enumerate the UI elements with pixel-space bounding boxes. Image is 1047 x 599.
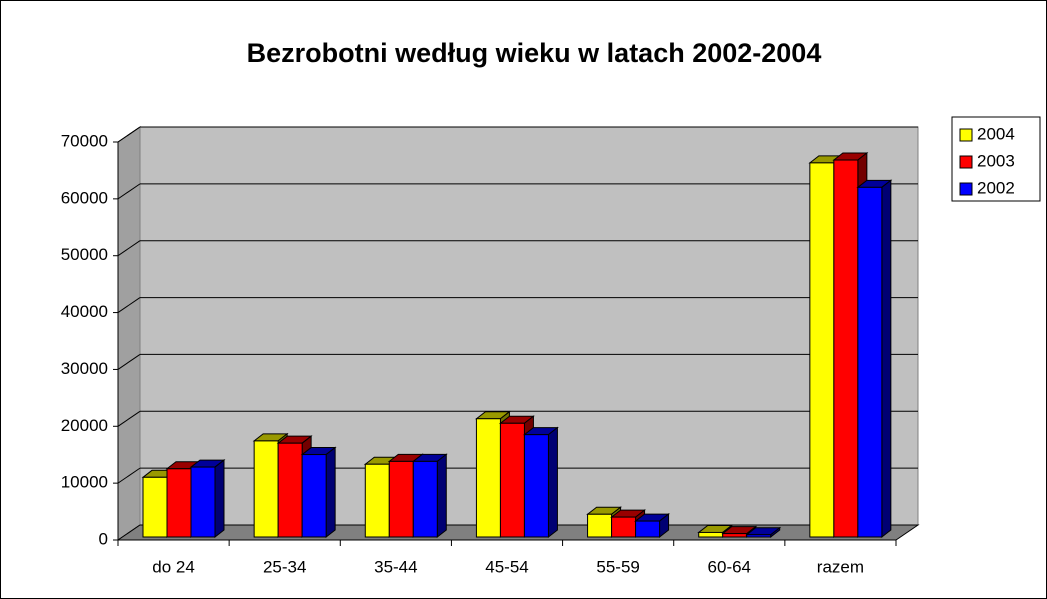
x-tick-label: 25-34 [263,557,306,576]
x-tick-label: do 24 [152,557,195,576]
bar-side [436,453,447,539]
chart-title: Bezrobotni według wieku w latach 2002-20… [247,38,822,68]
legend-label: 2004 [977,124,1015,143]
bar [698,531,724,538]
bar-side [214,459,225,539]
x-tick-label: 45-54 [485,557,528,576]
grid-line [117,126,141,143]
grid-line [117,183,141,200]
bar [364,463,390,538]
bar [809,162,835,538]
bar [301,454,327,538]
x-tick-label: 35-44 [374,557,417,576]
y-tick-label: 60000 [61,188,108,207]
bar [253,440,279,538]
bar [190,466,216,538]
bar [746,534,772,538]
y-tick-label: 30000 [61,359,108,378]
grid-line [117,240,141,257]
grid-line [117,297,141,313]
y-tick-label: 10000 [61,473,108,492]
side-wall [117,126,141,541]
bar [166,468,192,538]
bar [611,516,637,538]
legend-label: 2003 [977,151,1015,170]
x-tick-label: razem [817,557,864,576]
bar [499,422,525,538]
y-tick-label: 20000 [61,416,108,435]
bar-side [325,446,336,539]
grid-line [117,467,141,484]
bar [523,434,549,538]
bar [587,513,613,538]
y-tick-label: 0 [99,529,108,548]
y-tick-label: 50000 [61,245,108,264]
bar [388,460,414,538]
legend-swatch [959,155,973,169]
y-tick-label: 70000 [61,131,108,150]
grid-line [117,410,141,427]
bar [722,533,748,538]
bar [475,418,501,538]
bar [277,442,303,538]
x-tick-label: 60-64 [708,557,751,576]
legend-swatch [959,128,973,142]
bar [833,159,859,538]
bar [635,520,661,538]
bar-side [547,426,558,539]
bar [142,476,168,538]
grid-line [117,354,141,370]
bar [412,460,438,538]
x-tick-label: 55-59 [596,557,639,576]
y-tick-label: 40000 [61,302,108,321]
bar [857,186,883,538]
legend-swatch [959,182,973,196]
legend-label: 2002 [977,178,1015,197]
bar-side [881,179,892,539]
